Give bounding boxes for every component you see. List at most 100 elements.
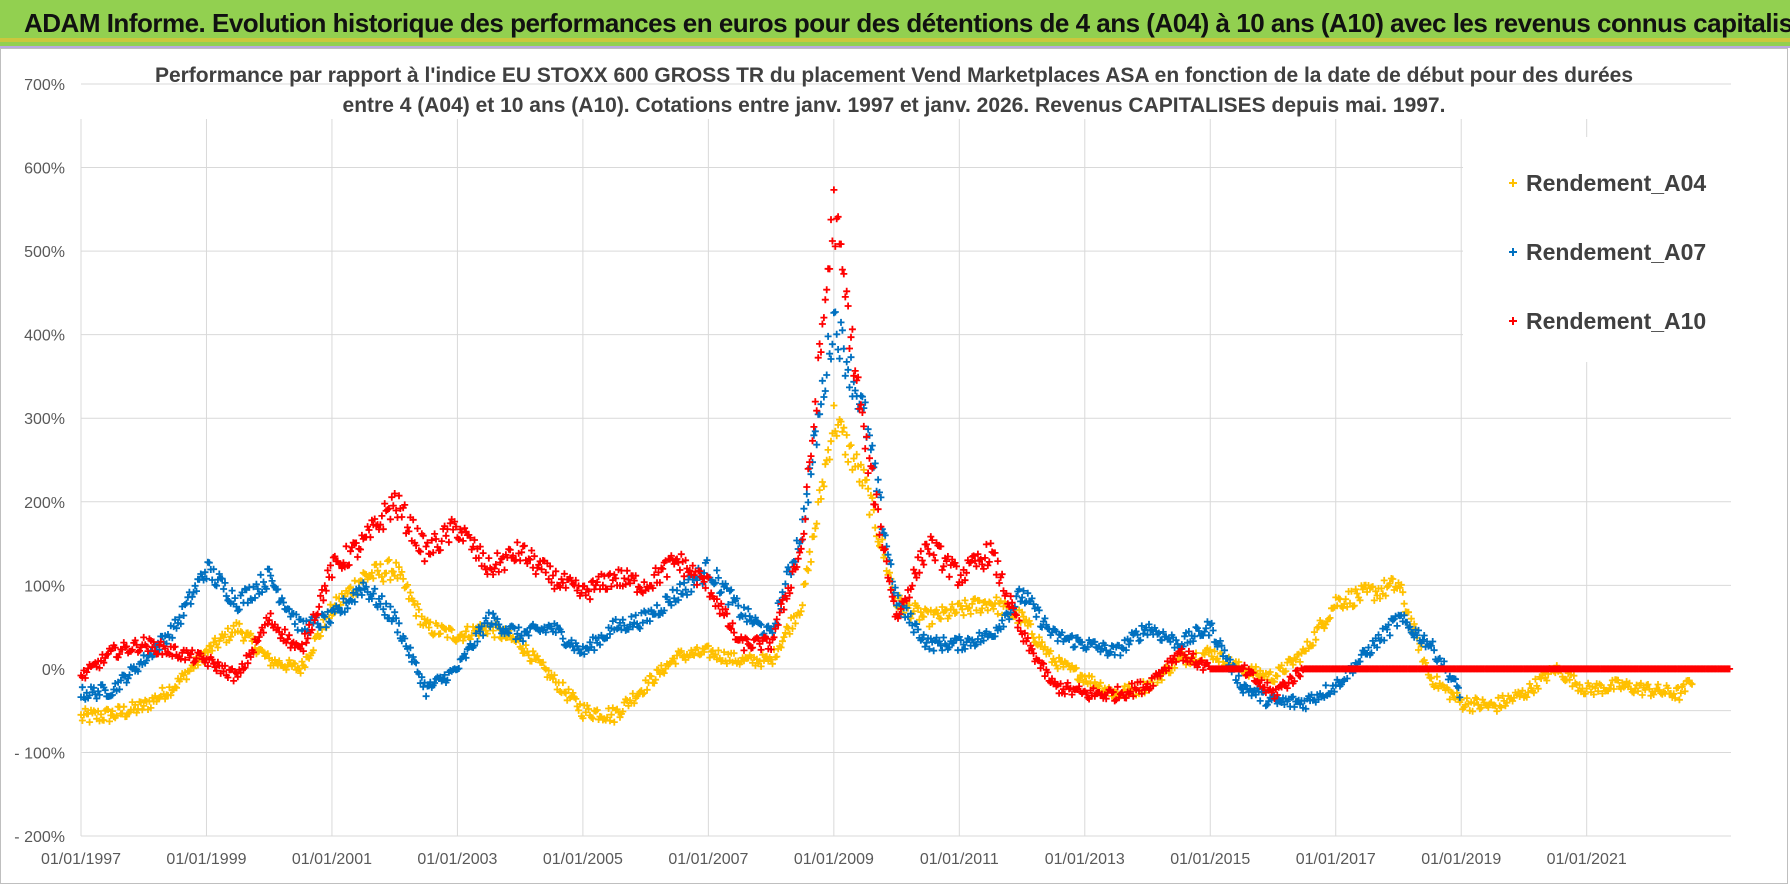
data-point (982, 540, 990, 548)
data-point (1136, 678, 1144, 686)
data-point (930, 647, 938, 655)
data-point (569, 689, 577, 697)
data-point (928, 536, 936, 544)
data-point (905, 594, 913, 601)
data-point (369, 574, 377, 582)
data-point (96, 664, 103, 672)
data-point (972, 562, 980, 570)
data-point (545, 667, 553, 675)
data-point (458, 529, 466, 537)
data-point (1320, 624, 1328, 632)
data-point (385, 556, 393, 564)
data-point (592, 707, 600, 715)
data-point (1209, 627, 1217, 634)
data-point (127, 647, 135, 655)
data-point (824, 332, 832, 340)
series-Rendement_A04 (77, 402, 1696, 726)
data-point (759, 637, 767, 645)
data-point (1660, 688, 1668, 696)
data-point (106, 717, 113, 725)
data-point (776, 609, 784, 616)
y-tick-label: 0% (42, 662, 65, 679)
data-point (518, 632, 526, 640)
data-point (1407, 615, 1415, 623)
data-point (366, 533, 374, 541)
data-point (1000, 623, 1007, 631)
data-point (1189, 637, 1197, 645)
data-point (607, 583, 615, 590)
data-point (647, 606, 655, 614)
x-tick-label: 01/01/2003 (417, 851, 497, 868)
data-point (392, 507, 400, 514)
data-point (538, 565, 546, 573)
x-tick-label: 01/01/2013 (1045, 851, 1125, 868)
data-point (321, 613, 329, 621)
data-point (670, 594, 678, 602)
data-point (1025, 617, 1033, 625)
data-point (386, 576, 394, 584)
data-point (147, 704, 155, 712)
data-point (1399, 588, 1407, 596)
data-point (362, 583, 370, 591)
data-point (837, 318, 845, 326)
data-point (78, 683, 86, 691)
data-point (1389, 575, 1397, 583)
data-point (525, 632, 533, 639)
data-point (274, 624, 282, 632)
data-point (895, 610, 903, 618)
data-point (700, 578, 708, 586)
data-point (191, 582, 199, 590)
data-point (786, 630, 794, 638)
data-point (894, 591, 902, 599)
data-point (1136, 636, 1144, 644)
data-point (315, 603, 323, 611)
data-point (502, 625, 510, 633)
data-point (746, 612, 754, 620)
data-point (339, 595, 347, 603)
data-point (1290, 703, 1298, 711)
data-point (501, 566, 508, 574)
data-point (964, 634, 972, 642)
data-point (81, 705, 89, 713)
chart-title-line-1: Performance par rapport à l'indice EU ST… (155, 64, 1633, 87)
data-point (724, 601, 732, 608)
x-tick-label: 01/01/2005 (543, 851, 623, 868)
data-point (780, 606, 788, 614)
data-point (593, 706, 601, 714)
data-point (920, 561, 928, 569)
data-point (104, 706, 112, 714)
data-point (533, 652, 541, 660)
data-point (1047, 647, 1055, 655)
data-point (406, 644, 414, 652)
data-point (331, 552, 339, 560)
data-point (168, 634, 176, 642)
data-point (1185, 628, 1193, 635)
data-point (528, 547, 536, 554)
data-point (881, 545, 889, 553)
data-point (384, 557, 392, 565)
data-point (1211, 647, 1219, 655)
data-point (1241, 661, 1248, 669)
data-point (1266, 668, 1274, 676)
data-point (364, 523, 372, 531)
data-point (1072, 664, 1080, 672)
data-point (399, 575, 407, 583)
data-point (1007, 609, 1015, 616)
data-point (967, 558, 975, 566)
data-point (626, 579, 634, 587)
data-point (1383, 583, 1391, 591)
data-point (696, 567, 704, 575)
data-point (451, 518, 459, 526)
data-point (455, 535, 463, 543)
data-point (743, 635, 751, 643)
data-point (225, 636, 233, 644)
data-point (1216, 637, 1224, 645)
data-point (302, 639, 310, 647)
data-point (657, 662, 665, 669)
y-tick-label: 400% (24, 328, 65, 345)
data-point (150, 638, 158, 646)
data-point (328, 573, 336, 581)
data-point (379, 525, 387, 533)
data-point (327, 601, 334, 609)
data-point (1637, 679, 1645, 687)
